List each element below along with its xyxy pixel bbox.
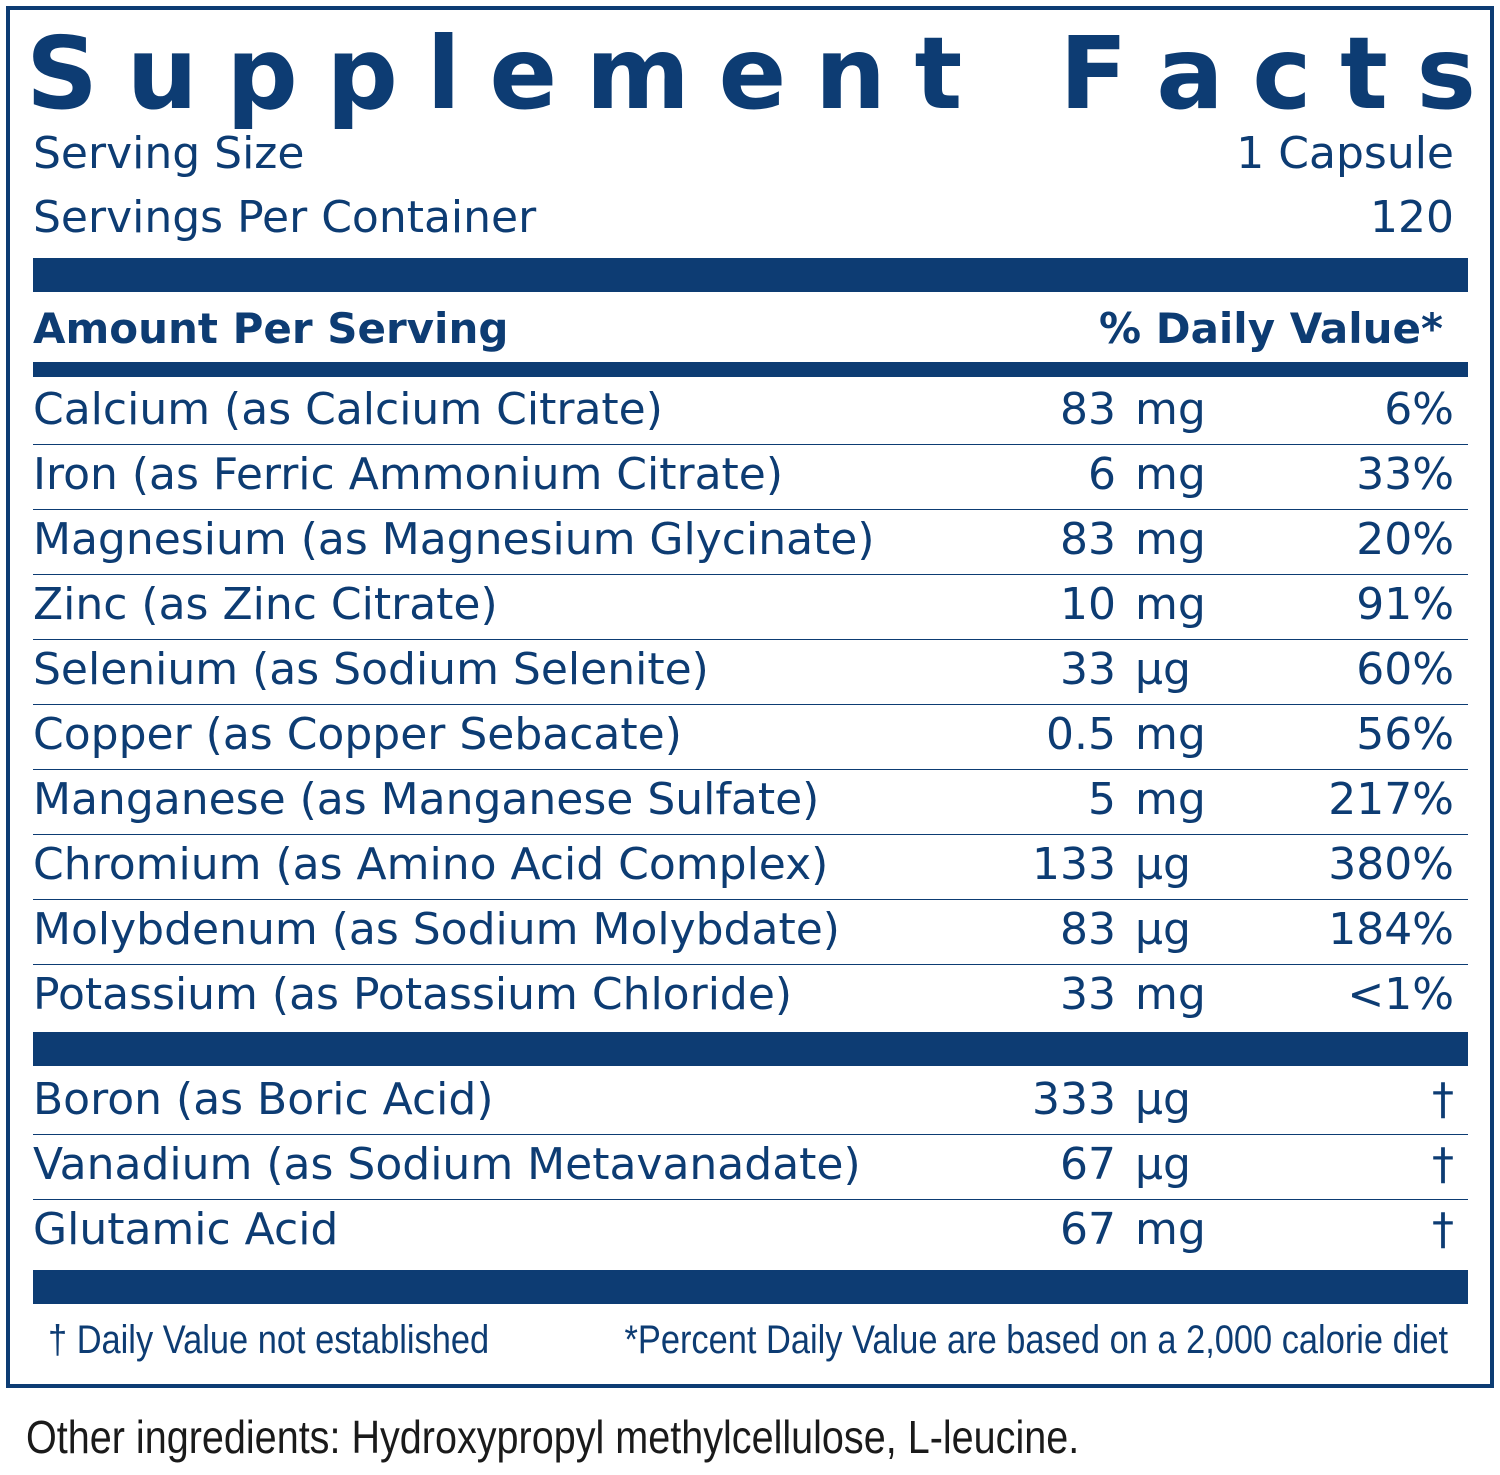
nutrient-amount: 0.5 [1046, 709, 1116, 760]
nutrient-unit: mg [1135, 1204, 1206, 1255]
table-header: Amount Per Serving % Daily Value* [33, 298, 1443, 358]
nutrient-amount: 83 [1060, 384, 1116, 435]
nutrient-unit: mg [1135, 709, 1206, 760]
title-letter: n [814, 15, 887, 132]
serving-size-value: 1 Capsule [1236, 128, 1454, 179]
table-row: Zinc (as Zinc Citrate) 10 mg 91% [33, 575, 1468, 640]
supplement-facts-panel [6, 6, 1494, 1388]
title-letter: p [326, 15, 399, 132]
table-row: Glutamic Acid 67 mg † [33, 1200, 1468, 1265]
nutrient-unit: mg [1135, 579, 1206, 630]
nutrient-daily-value: 380% [1328, 839, 1454, 890]
nutrient-name: Glutamic Acid [33, 1204, 339, 1255]
nutrient-name: Boron (as Boric Acid) [33, 1074, 494, 1125]
serving-size-label: Serving Size [33, 128, 305, 179]
title-letter: a [1156, 15, 1224, 132]
daily-value-label: % Daily Value* [1099, 303, 1443, 353]
table-row: Manganese (as Manganese Sulfate) 5 mg 217% [33, 770, 1468, 835]
nutrient-name: Zinc (as Zinc Citrate) [33, 579, 498, 630]
table-row: Vanadium (as Sodium Metavanadate) 67 µg † [33, 1135, 1468, 1200]
nutrient-daily-value: 33% [1356, 449, 1454, 500]
table-row: Chromium (as Amino Acid Complex) 133 µg 380… [33, 835, 1468, 900]
nutrient-name: Selenium (as Sodium Selenite) [33, 644, 709, 695]
nutrient-daily-value: † [1432, 1204, 1454, 1255]
header-divider [33, 362, 1468, 377]
footnotes: † Daily Value not established *Percent D… [48, 1312, 1448, 1368]
table-row: Selenium (as Sodium Selenite) 33 µg 60% [33, 640, 1468, 705]
nutrient-daily-value: 184% [1328, 904, 1454, 955]
nutrient-unit: µg [1135, 839, 1191, 890]
title-letter: t [914, 15, 963, 132]
nutrient-name: Potassium (as Potassium Chloride) [33, 969, 793, 1020]
title-letter: s [1416, 15, 1476, 132]
nutrient-name: Molybdenum (as Sodium Molybdate) [33, 904, 840, 955]
table-row: Magnesium (as Magnesium Glycinate) 83 mg 20… [33, 510, 1468, 575]
title-letter: u [126, 15, 198, 132]
title-letter: t [1340, 15, 1388, 132]
nutrient-daily-value: 56% [1356, 709, 1454, 760]
title-letter: p [226, 15, 298, 132]
nutrient-amount: 133 [1032, 839, 1116, 890]
table-row: Calcium (as Calcium Citrate) 83 mg 6% [33, 380, 1468, 445]
nutrient-daily-value: † [1432, 1074, 1454, 1125]
percent-footnote: *Percent Daily Value are based on a 2,00… [624, 1317, 1449, 1362]
amount-per-serving-label: Amount Per Serving [33, 303, 509, 353]
nutrient-amount: 67 [1060, 1204, 1116, 1255]
nutrient-amount: 10 [1060, 579, 1116, 630]
nutrient-daily-value: 217% [1328, 774, 1454, 825]
servings-per-container-label: Servings Per Container [33, 192, 537, 243]
nutrient-amount: 67 [1060, 1139, 1116, 1190]
nutrient-unit: mg [1135, 514, 1206, 565]
table-row: Iron (as Ferric Ammonium Citrate) 6 mg 33% [33, 445, 1468, 510]
nutrient-unit: µg [1135, 1074, 1191, 1125]
title-letter: e [489, 15, 558, 132]
thick-divider-2 [33, 1032, 1468, 1066]
nutrient-daily-value: † [1432, 1139, 1454, 1190]
nutrient-unit: mg [1135, 384, 1206, 435]
nutrient-name: Iron (as Ferric Ammonium Citrate) [33, 449, 784, 500]
nutrient-name: Manganese (as Manganese Sulfate) [33, 774, 820, 825]
nutrient-unit: mg [1135, 774, 1206, 825]
nutrient-unit: µg [1135, 644, 1191, 695]
nutrient-amount: 83 [1060, 904, 1116, 955]
servings-per-container-value: 120 [1370, 192, 1454, 243]
title-letter: c [1252, 15, 1312, 132]
nutrient-amount: 83 [1060, 514, 1116, 565]
title-letter: e [718, 15, 787, 132]
servings-per-container-row: Servings Per Container 120 [33, 192, 1468, 243]
nutrient-unit: µg [1135, 1139, 1191, 1190]
title-letter: m [585, 15, 690, 132]
title-letter: F [1059, 15, 1128, 132]
thick-divider-3 [33, 1270, 1468, 1304]
thick-divider [33, 258, 1468, 292]
title-letter: S [26, 15, 99, 132]
nutrient-daily-value: 20% [1356, 514, 1454, 565]
nutrient-unit: mg [1135, 449, 1206, 500]
table-row: Boron (as Boric Acid) 333 µg † [33, 1070, 1468, 1135]
nutrient-name: Magnesium (as Magnesium Glycinate) [33, 514, 875, 565]
nutrient-daily-value: 91% [1356, 579, 1454, 630]
nutrient-name: Chromium (as Amino Acid Complex) [33, 839, 829, 890]
title-letter: l [426, 15, 461, 132]
nutrient-name: Vanadium (as Sodium Metavanadate) [33, 1139, 861, 1190]
nutrient-amount: 33 [1060, 644, 1116, 695]
nutrient-amount: 33 [1060, 969, 1116, 1020]
other-ingredients: Other ingredients: Hydroxypropyl methylc… [26, 1411, 1080, 1463]
nutrient-unit: mg [1135, 969, 1206, 1020]
nutrient-daily-value: <1% [1347, 969, 1454, 1020]
nutrient-unit: µg [1135, 904, 1191, 955]
nutrient-name: Calcium (as Calcium Citrate) [33, 384, 663, 435]
serving-size-row: Serving Size 1 Capsule [33, 128, 1468, 179]
nutrient-name: Copper (as Copper Sebacate) [33, 709, 682, 760]
table-row: Molybdenum (as Sodium Molybdate) 83 µg 184% [33, 900, 1468, 965]
nutrient-amount: 333 [1032, 1074, 1116, 1125]
nutrient-daily-value: 6% [1384, 384, 1454, 435]
nutrient-daily-value: 60% [1356, 644, 1454, 695]
nutrient-amount: 6 [1088, 449, 1116, 500]
table-row: Potassium (as Potassium Chloride) 33 mg <1% [33, 965, 1468, 1030]
dagger-footnote: † Daily Value not established [48, 1317, 490, 1362]
table-row: Copper (as Copper Sebacate) 0.5 mg 56% [33, 705, 1468, 770]
nutrient-amount: 5 [1088, 774, 1116, 825]
